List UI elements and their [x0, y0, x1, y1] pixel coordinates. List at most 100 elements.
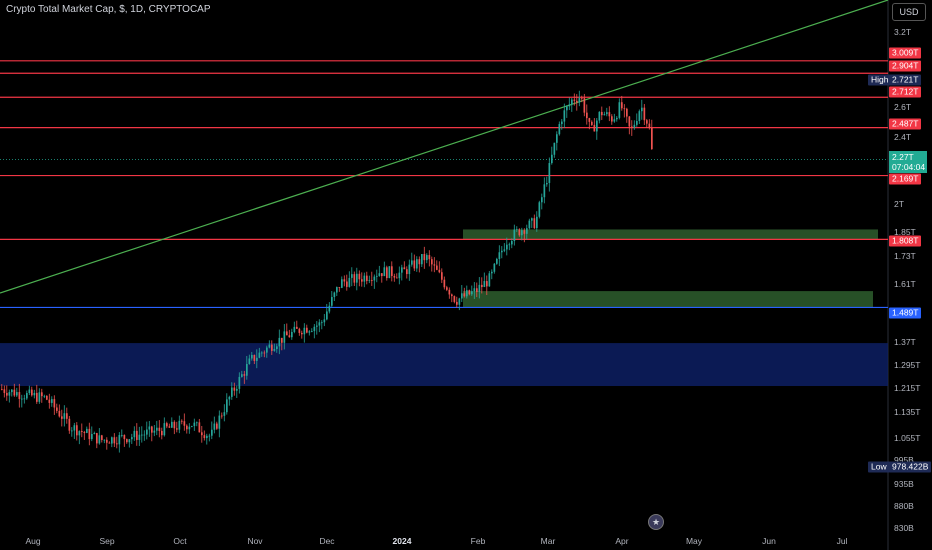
- candle-body: [578, 97, 581, 103]
- candle-body: [413, 260, 416, 269]
- candle-body: [58, 410, 61, 417]
- candle-body: [331, 297, 333, 306]
- candle-body: [598, 111, 601, 121]
- candle-body: [26, 393, 28, 399]
- candle-body: [268, 344, 271, 348]
- candle-body: [73, 425, 76, 431]
- candle-body: [173, 421, 176, 429]
- candle-body: [648, 123, 651, 128]
- candle-body: [183, 421, 186, 426]
- candle-body: [618, 102, 621, 118]
- candle-body: [1, 388, 3, 390]
- x-tick: Sep: [99, 536, 115, 546]
- candle-body: [551, 154, 553, 164]
- candle-body: [218, 415, 221, 429]
- candle-body: [11, 389, 13, 393]
- candle-body: [573, 99, 576, 101]
- candle-body: [71, 430, 73, 432]
- candle-body: [393, 275, 396, 278]
- candle-body: [541, 197, 543, 203]
- candle-body: [321, 322, 323, 324]
- candle-body: [213, 423, 216, 430]
- candle-body: [136, 430, 138, 440]
- candle-body: [281, 337, 283, 343]
- candle-body: [558, 124, 561, 135]
- x-tick: Nov: [247, 536, 263, 546]
- candle-body: [108, 442, 111, 444]
- candle-body: [168, 426, 171, 428]
- candle-body: [193, 422, 196, 427]
- candle-body: [131, 437, 133, 440]
- candle-body: [148, 426, 151, 430]
- candle-body: [506, 244, 508, 250]
- candle-body: [511, 240, 513, 245]
- candle-body: [556, 134, 558, 143]
- candle-body: [106, 439, 108, 443]
- trendline: [0, 0, 889, 294]
- candle-body: [31, 389, 33, 396]
- candle-body: [583, 98, 586, 113]
- candle-body: [306, 327, 308, 333]
- candle-body: [203, 435, 206, 439]
- candle-body: [448, 289, 451, 295]
- x-tick: Oct: [173, 536, 187, 546]
- candle-body: [518, 229, 521, 236]
- candle-body: [238, 376, 241, 389]
- candle-body: [491, 271, 493, 274]
- candle-body: [243, 374, 246, 376]
- candle-body: [251, 354, 253, 359]
- candle-body: [161, 430, 163, 436]
- candle-body: [386, 267, 388, 279]
- candle-body: [401, 267, 403, 273]
- candle-body: [381, 273, 383, 277]
- candle-body: [423, 254, 426, 261]
- level-tag: 3.009T: [889, 47, 922, 59]
- candle-body: [373, 276, 376, 281]
- candle-body: [358, 273, 361, 280]
- x-tick: Mar: [540, 536, 556, 546]
- candle-body: [258, 352, 261, 358]
- y-tick: 1.73T: [894, 251, 916, 261]
- candle-body: [271, 344, 273, 351]
- candle-body: [316, 325, 318, 327]
- candle-body: [328, 305, 331, 312]
- us-flag-icon[interactable]: ★: [648, 514, 664, 530]
- candle-body: [198, 422, 201, 433]
- candle-body: [233, 387, 236, 391]
- candle-body: [566, 106, 568, 111]
- candle-body: [408, 264, 411, 275]
- candle-body: [626, 108, 628, 117]
- y-tick: 1.37T: [894, 337, 916, 347]
- candle-body: [628, 116, 631, 127]
- x-tick: May: [685, 536, 703, 546]
- candle-body: [521, 230, 523, 236]
- candle-body: [341, 279, 343, 288]
- currency-button[interactable]: USD: [892, 3, 926, 21]
- candle-body: [153, 430, 156, 433]
- candle-body: [466, 290, 468, 297]
- candle-body: [3, 389, 6, 393]
- candle-body: [498, 252, 501, 259]
- candle-body: [538, 202, 541, 217]
- candle-body: [533, 218, 536, 229]
- candle-body: [603, 114, 606, 116]
- level-tag: 1.489T: [889, 307, 922, 319]
- candle-body: [581, 97, 583, 99]
- candle-body: [66, 413, 68, 419]
- candle-body: [463, 293, 466, 297]
- y-tick: 1.61T: [894, 279, 916, 289]
- candle-body: [221, 415, 223, 417]
- candle-body: [101, 435, 103, 441]
- candle-body: [78, 431, 81, 436]
- high-tag: 2.721T: [889, 74, 922, 86]
- candle-body: [371, 280, 373, 281]
- candle-body: [216, 423, 218, 429]
- candle-body: [248, 358, 251, 364]
- candle-body: [443, 279, 446, 288]
- candle-body: [116, 443, 118, 445]
- candle-body: [91, 433, 93, 440]
- candle-body: [643, 107, 646, 121]
- candle-body: [76, 425, 78, 436]
- candle-body: [93, 433, 96, 434]
